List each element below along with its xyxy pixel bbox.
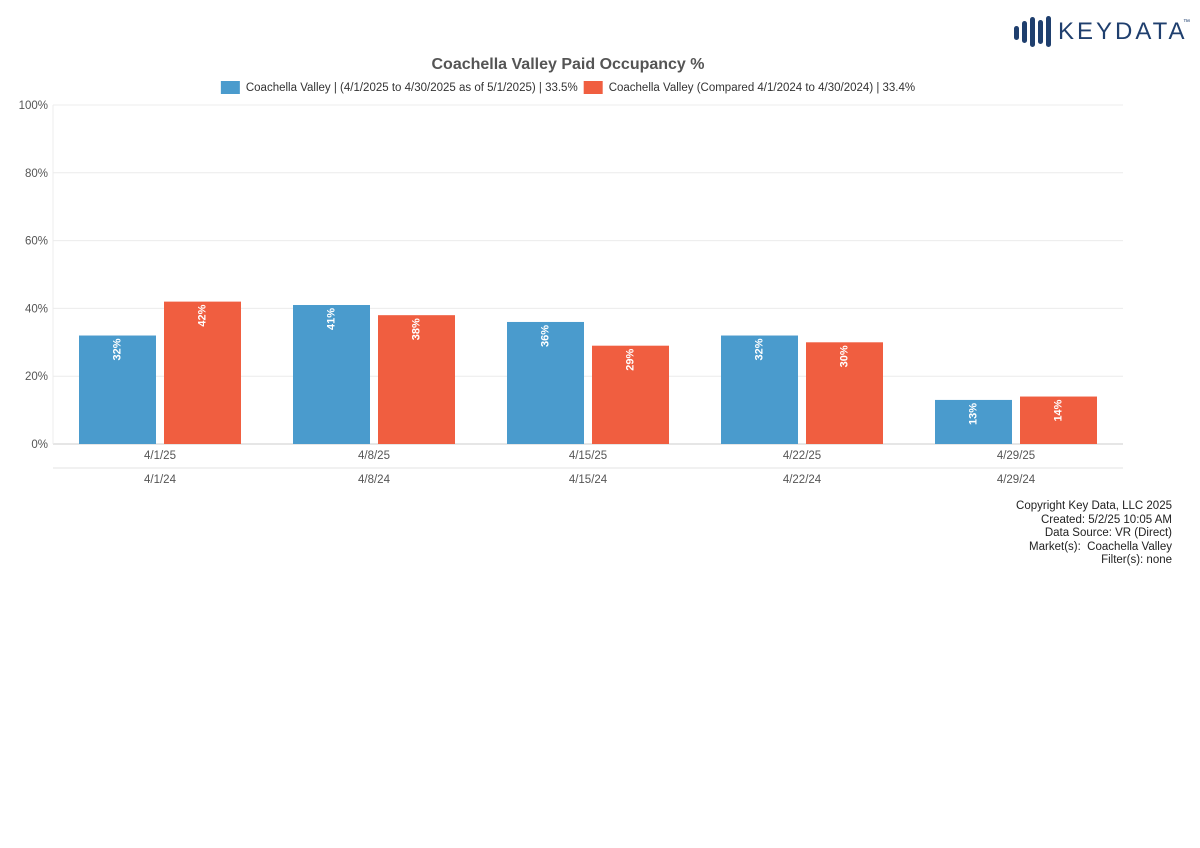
chart-legend: Coachella Valley | (4/1/2025 to 4/30/202… [220,81,915,94]
legend-label-2: Coachella Valley (Compared 4/1/2024 to 4… [609,82,915,94]
footer-data-source: Data Source: VR (Direct) [1044,527,1172,540]
occupancy-chart: Coachella Valley Paid Occupancy % Coachel… [19,56,1123,486]
keydata-logo: KEYDATA ™ [1012,14,1192,50]
x-tick-label: 4/29/25 [997,450,1035,462]
bar-2025-5 [935,399,1012,444]
data-label: 13% [967,403,979,425]
y-tick-label: 40% [25,303,48,315]
bar-2024-1 [164,301,241,444]
bar-2024-3 [592,345,669,444]
bar-2024-5 [1020,396,1097,444]
x-tick-label-secondary: 4/22/24 [783,474,822,486]
x-tick-label: 4/1/25 [144,450,176,462]
bar-2025-2 [293,305,370,444]
footer-filters: Filter(s): none [1101,554,1172,567]
legend-swatch-1 [220,81,240,94]
x-tick-label-secondary: 4/29/24 [997,474,1036,486]
x-axis-labels: 4/1/25 4/1/24 4/8/25 4/8/24 4/15/25 4/15/24 4/… [144,450,1036,486]
data-label: 30% [838,345,850,367]
legend-item-1: Coachella Valley | (4/1/2025 to 4/30/202… [220,81,578,94]
x-tick-label-secondary: 4/1/24 [144,474,177,486]
footer-created: Created: 5/2/25 10:05 AM [1040,513,1172,526]
data-label: 14% [1052,399,1064,421]
bar-2025-1 [79,335,156,444]
report-footer: Copyright Key Data, LLC 2025 Created: 5/… [1016,500,1172,568]
y-tick-label: 100% [19,100,48,112]
y-tick-label: 20% [25,371,48,383]
data-label: 29% [624,348,636,370]
x-tick-label: 4/15/25 [569,450,607,462]
bar-2024-2 [378,315,455,444]
bar-2025-4 [721,335,798,444]
bar-2025-3 [507,321,584,444]
data-label: 41% [325,308,337,330]
footer-markets: Market(s): Coachella Valley [1029,540,1172,553]
data-label: 42% [196,304,208,326]
y-tick-label: 60% [25,236,48,248]
bar-2024-4 [806,342,883,444]
data-label: 36% [539,325,551,347]
legend-item-2: Coachella Valley (Compared 4/1/2024 to 4… [583,81,915,94]
chart-title: Coachella Valley Paid Occupancy % [431,56,704,73]
bars: 32% 41% 36% 32% 13% 42% 38% 29% 30% 14% [79,301,1097,444]
x-tick-label: 4/8/25 [358,450,390,462]
footer-copyright: Copyright Key Data, LLC 2025 [1016,500,1172,512]
x-tick-label-secondary: 4/15/24 [569,474,608,486]
data-label: 32% [753,338,765,360]
bars-logo-icon [1014,16,1051,47]
x-tick-label-secondary: 4/8/24 [358,474,391,486]
legend-swatch-2 [583,81,603,94]
logo-wordmark: KEYDATA [1058,18,1188,45]
logo-trademark: ™ [1183,19,1190,26]
y-tick-label: 80% [25,168,48,180]
data-label: 38% [410,318,422,340]
legend-label-1: Coachella Valley | (4/1/2025 to 4/30/202… [246,82,578,94]
x-tick-label: 4/22/25 [783,450,821,462]
data-label: 32% [111,338,123,360]
y-tick-label: 0% [31,439,48,451]
